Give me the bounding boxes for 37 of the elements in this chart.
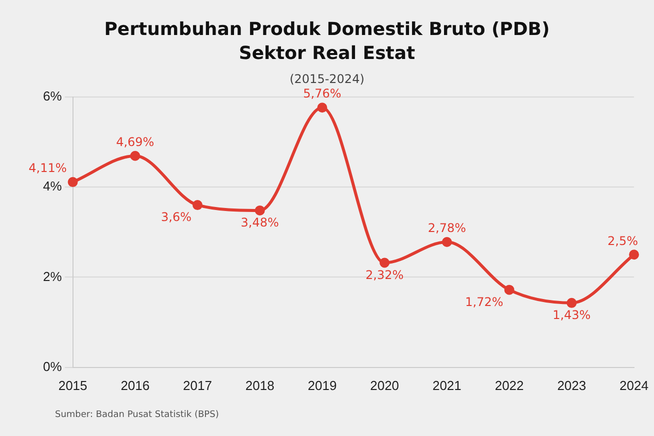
point: [566, 298, 577, 308]
x-tick-label: 2020: [370, 378, 400, 393]
y-tick-label: 4%: [42, 178, 62, 194]
x-tick-label: 2022: [494, 378, 524, 393]
point: [629, 250, 639, 260]
data-label: 4,69%: [116, 135, 154, 150]
point: [442, 237, 452, 248]
data-label: 1,43%: [552, 308, 591, 322]
point: [317, 102, 328, 113]
text: Sumber: Badan Pusat Statistik (BPS): [55, 410, 219, 420]
x-tick-label: 2019: [308, 378, 337, 393]
data-label: 2,78%: [428, 221, 466, 236]
x-tick-label: 2021: [432, 378, 462, 393]
data-label: 3,48%: [240, 216, 279, 230]
chart-title: Pertumbuhan Produk Domestik Bruto (PDB) Sektor Real Estat: [103, 18, 551, 66]
chart-subtitle: (2015-2024): [288, 72, 366, 86]
x-tick-label: 2017: [183, 378, 212, 393]
y-tick-label: 0%: [42, 358, 62, 374]
x-tick-label: 2024: [620, 378, 648, 393]
data-label: 5,76%: [303, 86, 342, 101]
point: [68, 177, 78, 188]
y-tick-label: 6%: [42, 88, 62, 104]
data-label: 3,6%: [161, 210, 192, 224]
point: [504, 284, 514, 295]
x-tick-label: 2023: [557, 378, 586, 393]
x-tick-label: 2015: [58, 378, 88, 393]
data-label: 4,11%: [28, 161, 67, 176]
x-tick-label: 2018: [245, 378, 274, 393]
data-label: 2,5%: [608, 234, 638, 248]
x-tick-label: 2016: [120, 378, 150, 393]
data-label: 1,72%: [465, 294, 504, 309]
data-label: 2,32%: [366, 268, 404, 282]
point: [380, 258, 390, 268]
point: [254, 205, 265, 216]
y-tick-label: 2%: [42, 268, 62, 284]
point: [130, 150, 140, 161]
point: [192, 200, 203, 210]
